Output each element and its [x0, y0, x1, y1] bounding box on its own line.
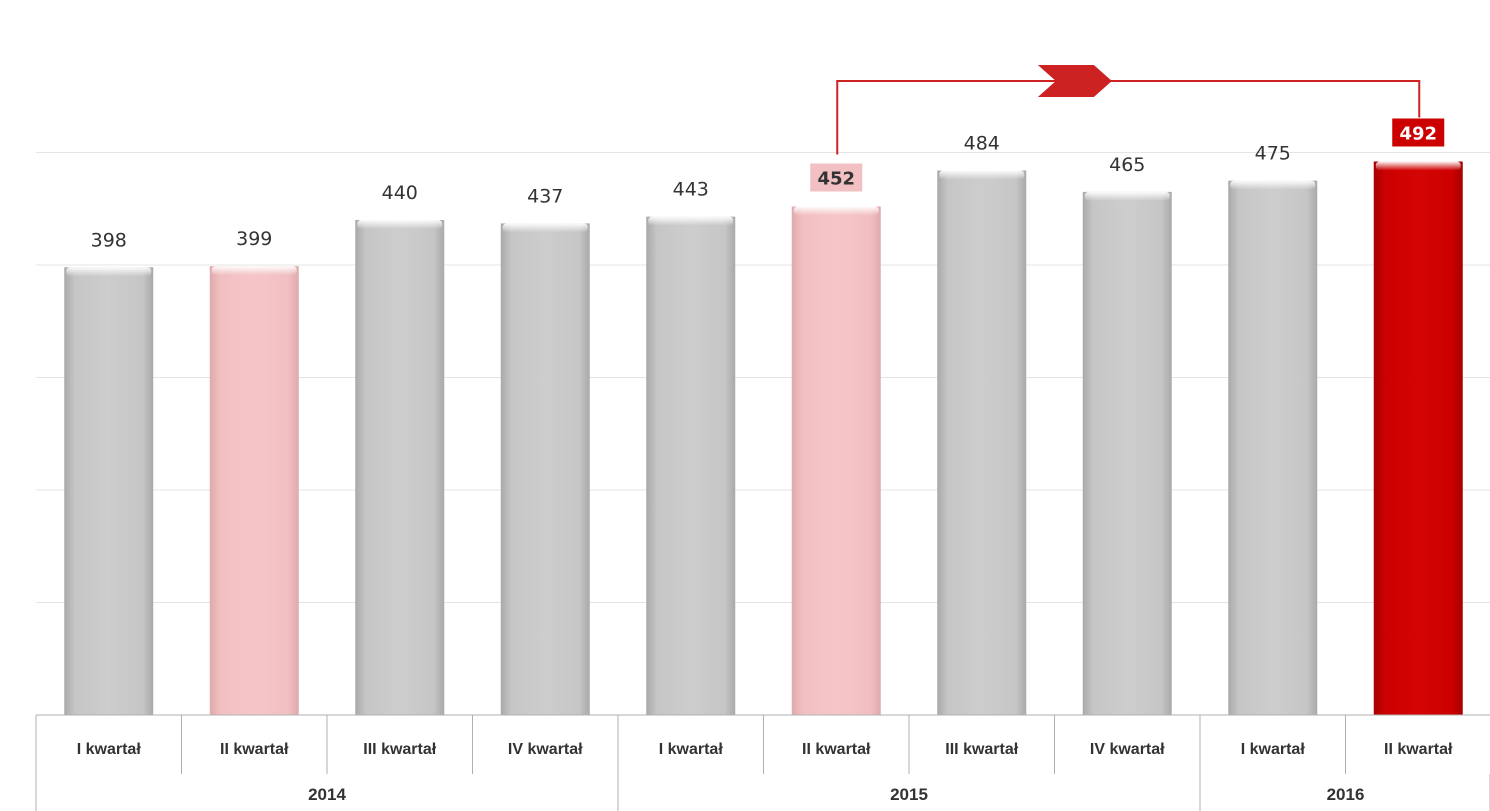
category-label-4: I kwartał	[659, 741, 724, 758]
value-label-box-5	[810, 163, 863, 192]
category-label-9: II kwartał	[1384, 741, 1453, 758]
bar-highlight-6	[939, 170, 1025, 180]
category-label-8: I kwartał	[1241, 741, 1306, 758]
bar-4	[646, 216, 736, 715]
category-label-2: III kwartał	[363, 741, 436, 758]
bar-highlight-7	[1084, 191, 1170, 201]
bar-highlight-2	[357, 220, 443, 229]
bar-7	[1082, 191, 1172, 715]
bar-highlight-3	[502, 223, 588, 233]
category-axis: I kwartał II kwartał III kwartał IV kwartał…	[35, 714, 1490, 811]
value-label-1: 399	[236, 228, 272, 250]
year-label-1: 2015	[890, 785, 928, 804]
bar-highlight-8	[1230, 180, 1316, 190]
bar-3	[500, 223, 590, 715]
arrow-connector-line	[836, 80, 1421, 155]
comparison-arrow	[836, 65, 1421, 155]
bar-9	[1373, 161, 1463, 715]
bar-highlight-5	[793, 206, 879, 216]
arrow-chevron	[1037, 65, 1112, 97]
category-label-0: I kwartał	[77, 741, 142, 758]
value-label-box-9	[1392, 118, 1445, 147]
bars	[64, 161, 1463, 715]
value-label-8: 475	[1255, 143, 1291, 165]
year-label-0: 2014	[308, 785, 346, 804]
bar-5	[791, 206, 881, 715]
year-label-2: 2016	[1327, 785, 1365, 804]
category-label-7: IV kwartał	[1090, 741, 1165, 758]
value-label-4: 443	[673, 179, 709, 201]
category-label-6: III kwartał	[945, 741, 1018, 758]
bar-highlight-0	[66, 267, 152, 277]
value-label-6: 484	[964, 133, 1000, 155]
bar-0	[64, 267, 154, 715]
bar-highlight-1	[211, 266, 297, 276]
bar-6	[937, 170, 1027, 715]
bar-8	[1228, 180, 1318, 715]
bar-1	[209, 266, 299, 715]
value-label-7: 465	[1109, 154, 1145, 176]
bar-highlight-9	[1375, 161, 1461, 171]
value-label-3: 437	[527, 185, 563, 207]
value-label-2: 440	[382, 182, 418, 204]
category-label-3: IV kwartał	[508, 741, 583, 758]
bar-2	[355, 220, 445, 715]
category-label-1: II kwartał	[220, 741, 289, 758]
value-label-9: 492	[1399, 124, 1437, 145]
category-label-5: II kwartał	[802, 741, 871, 758]
value-label-5: 452	[817, 169, 855, 190]
value-label-0: 398	[91, 229, 127, 251]
data-labels: 398 399 440 437 443 452 484 465 475 492	[91, 118, 1445, 251]
bar-highlight-4	[648, 216, 734, 226]
